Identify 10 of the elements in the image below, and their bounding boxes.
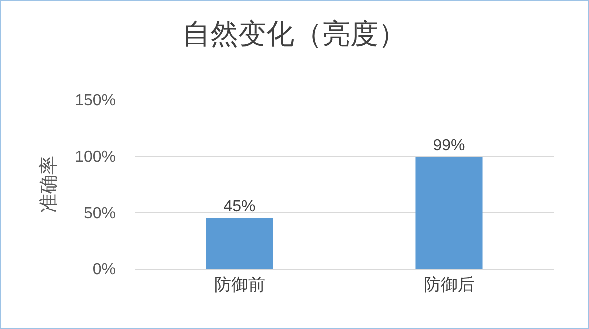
data-label: 45% [224,198,256,216]
y-tick-label: 0% [92,262,116,279]
x-tick-label: 防御后 [424,275,475,294]
y-tick-label: 100% [75,148,116,166]
x-tick-label: 防御前 [214,275,266,294]
data-label: 99% [433,137,466,154]
y-tick-label: 150% [75,92,116,110]
y-axis-title: 准确率 [38,156,60,213]
chart-title: 自然变化（亮度） [182,18,406,50]
y-tick-label: 50% [84,205,116,222]
